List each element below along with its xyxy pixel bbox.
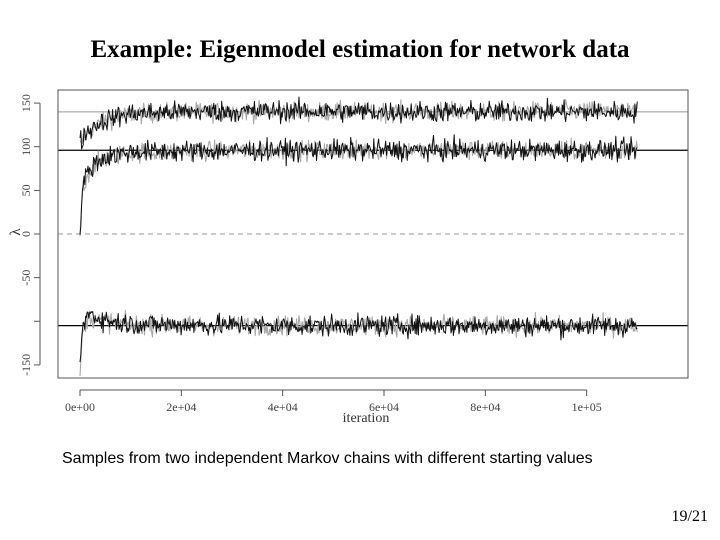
trace-plot-svg: -150 -50 0 50 100 150 0e+00 2e+04 4e+04 6e+04 8e+0…: [8, 89, 689, 426]
y-tick-label: 50: [19, 184, 33, 196]
plot-frame: [57, 89, 689, 379]
x-tick-label: 6e+04: [369, 400, 399, 414]
x-tick-label: 1e+05: [572, 400, 602, 414]
chain-1-trace: [79, 311, 638, 363]
chain-traces: [79, 96, 638, 377]
x-tick-label: 0e+00: [65, 400, 95, 414]
page-number: 19/21: [671, 508, 708, 525]
y-axis-label: λ: [8, 228, 24, 236]
y-tick-label: 0: [19, 231, 33, 237]
slide-title: Example: Eigenmodel estimation for netwo…: [90, 36, 630, 63]
x-tick-label: 2e+04: [166, 400, 196, 414]
x-tick-label: 4e+04: [268, 400, 298, 414]
chain-2-trace: [79, 309, 638, 377]
x-tick-label: 8e+04: [470, 400, 500, 414]
chain-1-trace: [79, 96, 638, 150]
y-tick-label: 150: [19, 94, 33, 112]
y-tick-label: -150: [19, 354, 33, 376]
y-tick-label: -50: [19, 270, 33, 286]
axes: -150 -50 0 50 100 150 0e+00 2e+04 4e+04 6e+04 8e+0…: [19, 89, 689, 414]
chain-1-trace: [79, 134, 638, 235]
trace-plot: -150 -50 0 50 100 150 0e+00 2e+04 4e+04 6e+04 8e+0…: [0, 80, 720, 440]
reference-lines: [58, 111, 688, 327]
slide-caption: Samples from two independent Markov chai…: [62, 450, 593, 467]
y-tick-label: 100: [19, 138, 33, 156]
x-axis-label: iteration: [343, 411, 390, 426]
